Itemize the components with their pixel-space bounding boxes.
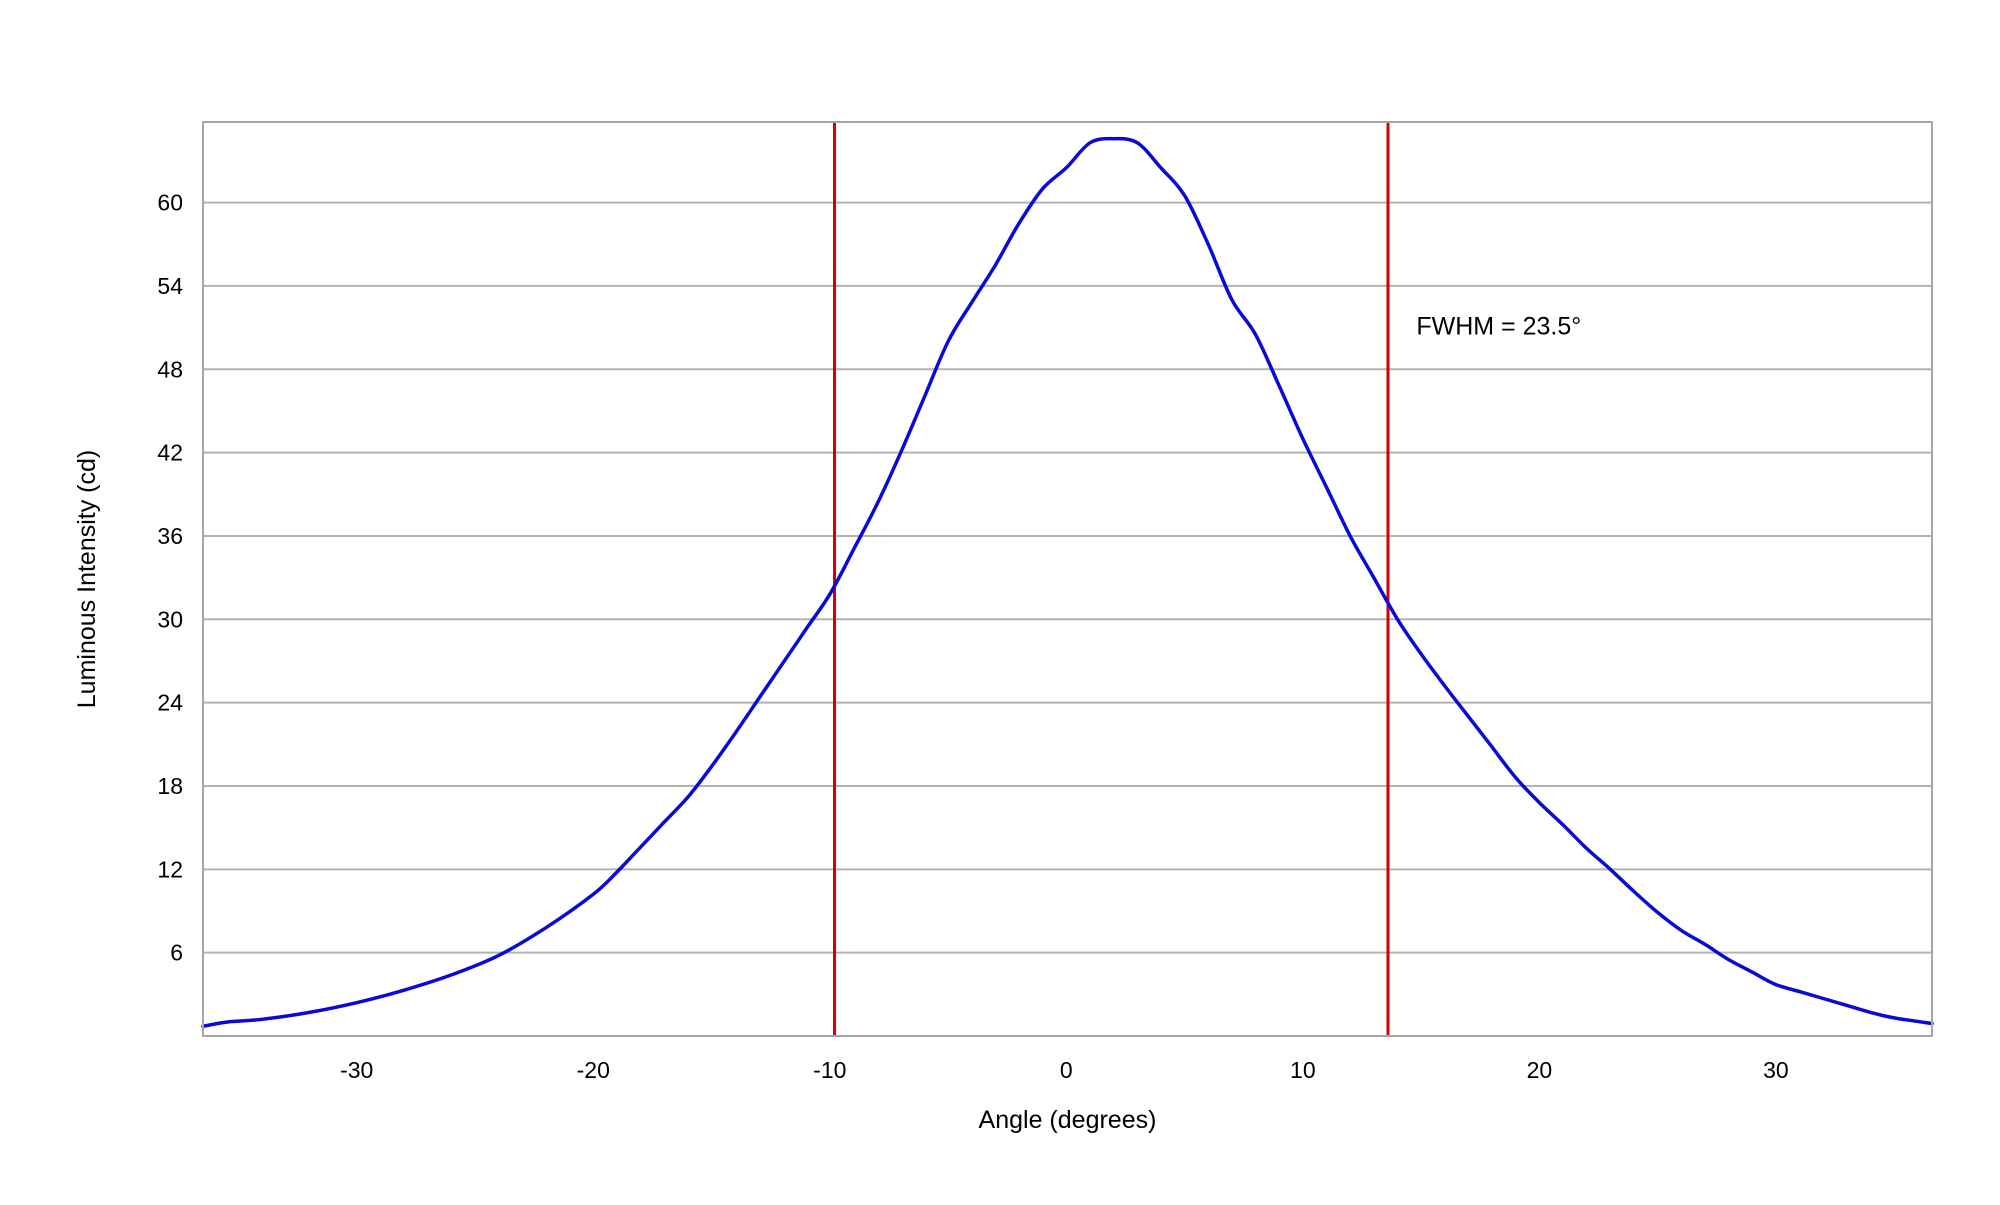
y-tick-label: 54 [157, 273, 183, 299]
fwhm-annotation: FWHM = 23.5° [1416, 313, 1581, 341]
annotations: FWHM = 23.5° [1416, 313, 1581, 341]
x-tick-label: -10 [813, 1057, 846, 1083]
x-tick-label: -20 [577, 1057, 610, 1083]
grid-lines [203, 201, 1932, 954]
y-tick-label: 60 [157, 190, 183, 216]
plot-frame [202, 121, 1933, 1037]
x-tick-label: 20 [1527, 1057, 1553, 1083]
fwhm-markers [833, 122, 1390, 1036]
intensity-curve-0 [201, 136, 1934, 1029]
y-tick-label: 30 [157, 606, 183, 632]
x-axis-label: Angle (degrees) [979, 1106, 1157, 1134]
y-tick-label: 24 [157, 690, 183, 716]
x-tick-label: 30 [1763, 1057, 1789, 1083]
x-tick-label: 10 [1290, 1057, 1316, 1083]
y-tick-label: 6 [170, 940, 183, 966]
x-tick-label: 0 [1060, 1057, 1073, 1083]
tick-labels: 6 12 18 24 30 36 42 48 54 60 -30 -20 -10 0 10 20 30 [157, 190, 1788, 1083]
y-tick-label: 48 [157, 356, 183, 382]
x-tick-label: -30 [340, 1057, 373, 1083]
y-tick-label: 18 [157, 773, 183, 799]
y-tick-label: 42 [157, 440, 183, 466]
y-tick-label: 36 [157, 523, 183, 549]
series-layer [201, 136, 1934, 1029]
y-axis-label: Luminous Intensity (cd) [73, 450, 101, 708]
y-tick-label: 12 [157, 856, 183, 882]
